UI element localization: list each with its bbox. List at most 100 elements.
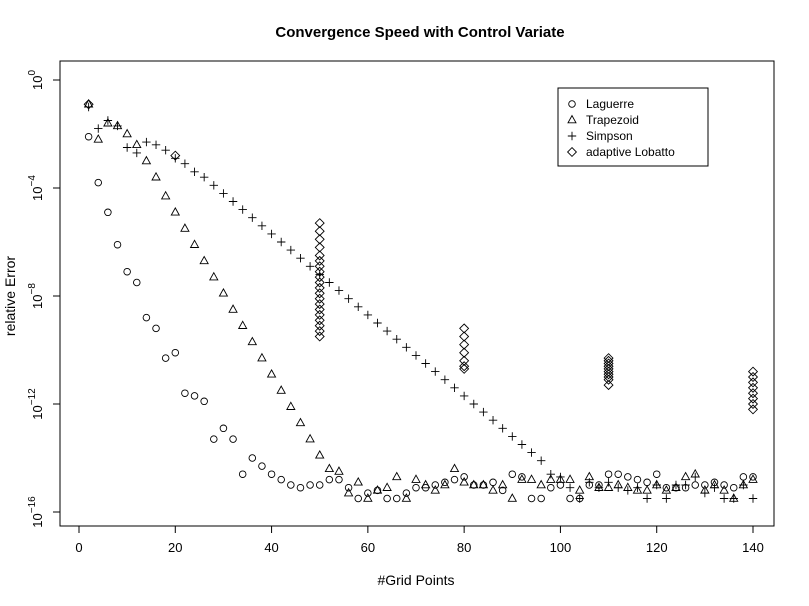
triangle-point bbox=[507, 493, 518, 502]
triangle-point bbox=[546, 474, 556, 483]
diamond-point bbox=[314, 218, 325, 229]
triangle-point bbox=[286, 401, 296, 410]
circle-point bbox=[364, 489, 372, 497]
x-tick-label: 80 bbox=[457, 540, 471, 555]
diamond-point bbox=[314, 320, 325, 331]
plus-point bbox=[575, 494, 584, 503]
plus-point bbox=[459, 391, 469, 401]
triangle-point bbox=[237, 320, 248, 329]
plus-point bbox=[94, 124, 103, 133]
legend-label: Simpson bbox=[586, 129, 633, 143]
diamond-point bbox=[314, 282, 325, 293]
plus-point bbox=[122, 143, 132, 152]
y-tick-label: 100 bbox=[27, 70, 45, 90]
triangle-point bbox=[603, 482, 614, 491]
triangle-point bbox=[334, 466, 344, 475]
circle-point bbox=[171, 348, 180, 357]
circle-point bbox=[219, 424, 228, 433]
x-tick-label: 20 bbox=[168, 540, 182, 555]
diamond-point bbox=[747, 393, 759, 404]
diamond-point bbox=[459, 323, 470, 334]
circle-point bbox=[104, 208, 112, 217]
plus-point bbox=[142, 137, 151, 147]
svg-text:10−8: 10−8 bbox=[27, 283, 45, 309]
triangle-point bbox=[228, 304, 238, 313]
triangle-point bbox=[748, 474, 758, 483]
diamond-point bbox=[747, 388, 759, 399]
diamond-point bbox=[170, 150, 181, 161]
triangle-point bbox=[391, 471, 402, 481]
plus-point bbox=[411, 351, 421, 360]
triangle-point bbox=[642, 485, 652, 494]
plus-point bbox=[614, 483, 623, 492]
diamond-point bbox=[747, 371, 759, 383]
diamond-point bbox=[603, 369, 614, 380]
circle-point bbox=[267, 470, 276, 478]
circle-point bbox=[729, 483, 738, 492]
circle-point bbox=[190, 392, 199, 400]
triangle-point bbox=[122, 128, 132, 138]
diamond-point bbox=[603, 371, 614, 383]
diamond-point bbox=[314, 315, 325, 326]
diamond-point bbox=[314, 266, 325, 277]
circle-point bbox=[277, 475, 285, 484]
plus-point bbox=[354, 302, 363, 311]
plus-point bbox=[440, 375, 450, 384]
plus-point bbox=[161, 146, 170, 155]
x-tick-label: 140 bbox=[742, 540, 764, 555]
triangle-point bbox=[314, 449, 325, 459]
diamond-point bbox=[314, 326, 325, 337]
x-tick-label: 40 bbox=[264, 540, 278, 555]
circle-point bbox=[306, 481, 314, 489]
circle-point bbox=[229, 435, 237, 443]
diamond-point bbox=[314, 299, 325, 310]
x-axis-label: #Grid Points bbox=[377, 572, 454, 588]
plus-point bbox=[748, 494, 758, 503]
circle-point bbox=[537, 494, 545, 503]
plus-point bbox=[479, 407, 488, 417]
circle-point bbox=[210, 435, 218, 443]
plus-point bbox=[488, 416, 498, 425]
circle-point bbox=[614, 470, 622, 478]
plus-point bbox=[633, 483, 642, 492]
circle-point bbox=[662, 483, 671, 492]
plus-point bbox=[450, 383, 459, 392]
plus-point bbox=[315, 270, 324, 279]
circle-point bbox=[479, 481, 488, 489]
triangle-point bbox=[324, 463, 335, 473]
triangle-point bbox=[719, 485, 729, 494]
circle-point bbox=[94, 178, 103, 187]
plus-point bbox=[652, 480, 661, 490]
plus-point bbox=[103, 116, 113, 125]
plus-point bbox=[565, 483, 575, 492]
circle-point bbox=[633, 475, 642, 484]
circle-point bbox=[691, 481, 699, 489]
triangle-point bbox=[353, 476, 363, 486]
x-tick-label: 60 bbox=[361, 540, 375, 555]
y-tick-label: 10−16 bbox=[27, 496, 45, 528]
diamond-point bbox=[314, 288, 325, 299]
plus-point bbox=[363, 310, 373, 320]
circle-point bbox=[354, 494, 362, 503]
legend: Laguerre Trapezoid Simpson adaptive Lobatto bbox=[557, 87, 709, 167]
plus-point bbox=[113, 121, 122, 131]
plus-point bbox=[180, 159, 190, 168]
triangle-point bbox=[497, 479, 508, 489]
diamond-point bbox=[459, 347, 470, 358]
circle-point bbox=[643, 478, 651, 487]
plus-point bbox=[190, 167, 199, 176]
plus-point bbox=[710, 483, 719, 492]
plus-point bbox=[219, 189, 228, 198]
diamond-point bbox=[314, 277, 325, 288]
circle-point bbox=[441, 478, 449, 487]
circle-point bbox=[566, 494, 574, 503]
circle-point bbox=[720, 481, 728, 489]
triangle-point bbox=[372, 485, 383, 494]
triangle-point bbox=[382, 482, 392, 491]
circle-point bbox=[547, 483, 555, 492]
triangle-point bbox=[93, 134, 104, 143]
svg-text:10−4: 10−4 bbox=[27, 175, 45, 201]
plus-point bbox=[373, 318, 382, 328]
circle-point bbox=[498, 486, 507, 495]
